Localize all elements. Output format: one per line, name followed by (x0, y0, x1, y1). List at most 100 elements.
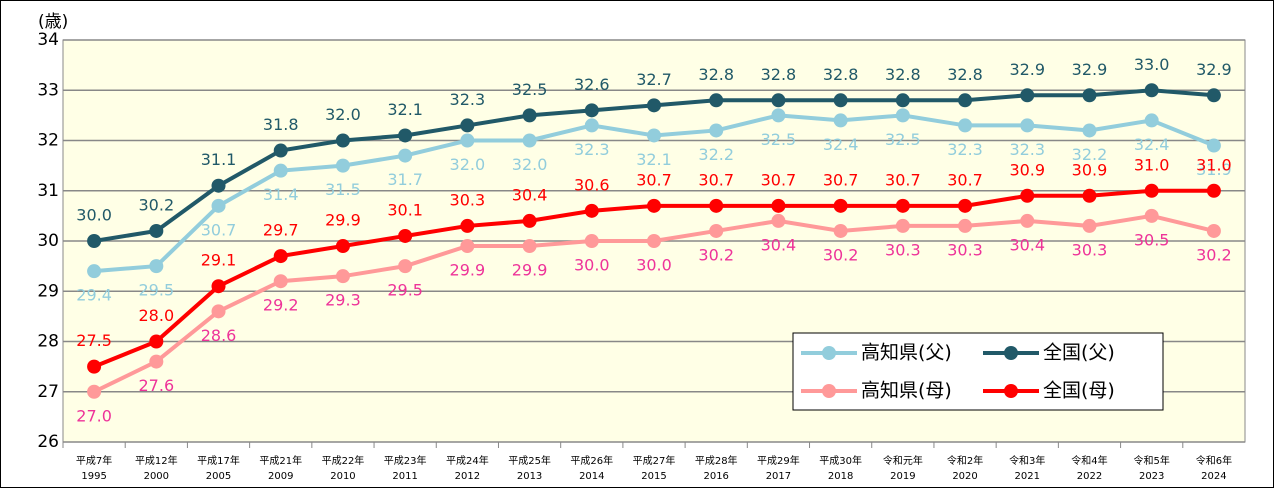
data-label: 30.0 (76, 206, 112, 225)
y-axis-label: (歳) (38, 12, 68, 32)
data-label: 31.1 (201, 150, 237, 169)
x-tick-label: 2020 (952, 471, 977, 482)
point (1144, 83, 1159, 98)
point (398, 259, 413, 274)
x-tick-label: 2024 (1201, 471, 1226, 482)
data-label: 30.2 (139, 195, 175, 214)
x-tick-label: 令和4年 (1071, 454, 1107, 467)
data-label: 30.3 (1072, 240, 1108, 259)
legend-label: 全国(母) (1043, 380, 1115, 402)
x-tick-label: 平成17年 (197, 454, 240, 467)
data-label: 30.6 (574, 175, 610, 194)
data-label: 29.7 (263, 221, 299, 240)
data-label: 32.8 (761, 65, 797, 84)
legend-marker (822, 384, 836, 398)
data-label: 32.8 (885, 65, 921, 84)
point (1020, 188, 1035, 203)
x-tick-label: 平成29年 (757, 454, 800, 467)
point (87, 359, 102, 374)
point (709, 123, 724, 138)
data-label: 30.3 (947, 240, 983, 259)
data-label: 29.3 (325, 291, 361, 310)
point (771, 213, 786, 228)
legend-label: 高知県(母) (861, 380, 952, 402)
x-tick-label: 2017 (766, 471, 791, 482)
y-tick-label: 27 (37, 382, 59, 402)
x-tick-label: 令和3年 (1009, 454, 1045, 467)
x-tick-label: 2000 (144, 471, 169, 482)
data-label: 32.7 (636, 70, 672, 89)
y-tick-label: 28 (37, 332, 59, 352)
x-tick-label: 2023 (1139, 471, 1164, 482)
data-label: 30.2 (698, 245, 734, 264)
point (398, 148, 413, 163)
point (335, 269, 350, 284)
point (522, 239, 537, 254)
point (460, 218, 475, 233)
y-tick-label: 26 (37, 432, 59, 452)
point (584, 103, 599, 118)
point (460, 133, 475, 148)
point (149, 223, 164, 238)
data-label: 32.8 (947, 65, 983, 84)
data-label: 29.9 (450, 261, 486, 280)
x-tick-label: 令和6年 (1196, 454, 1232, 467)
point (771, 108, 786, 123)
x-tick-label: 平成12年 (135, 454, 178, 467)
data-label: 30.4 (1009, 235, 1045, 254)
data-label: 30.1 (387, 200, 423, 219)
x-tick-label: 令和2年 (947, 454, 983, 467)
legend-label: 高知県(父) (861, 342, 952, 364)
data-label: 30.7 (201, 220, 237, 239)
point (335, 158, 350, 173)
data-label: 29.5 (387, 281, 423, 300)
data-label: 30.7 (698, 170, 734, 189)
x-tick-label: 2018 (828, 471, 853, 482)
point (647, 234, 661, 248)
point (149, 334, 164, 349)
data-label: 32.3 (1009, 140, 1045, 159)
x-tick-label: 平成26年 (570, 454, 613, 467)
data-label: 32.0 (325, 105, 361, 124)
data-label: 30.0 (574, 256, 610, 275)
point (833, 198, 848, 213)
x-tick-label: 2019 (890, 471, 915, 482)
point (522, 213, 537, 228)
legend-marker (822, 346, 836, 360)
x-tick-label: 平成23年 (384, 454, 427, 467)
data-label: 33.0 (1134, 55, 1170, 74)
point (1144, 208, 1159, 223)
data-label: 29.4 (76, 286, 112, 305)
point (211, 304, 226, 319)
x-tick-label: 令和元年 (883, 454, 923, 467)
point (958, 218, 973, 233)
data-label: 30.9 (1009, 160, 1045, 179)
data-label: 30.5 (1134, 230, 1170, 249)
x-tick-label: 平成27年 (633, 454, 676, 467)
y-tick-label: 34 (37, 30, 59, 50)
x-tick-label: 平成30年 (819, 454, 862, 467)
data-label: 32.6 (574, 75, 610, 94)
point (211, 279, 226, 294)
x-tick-label: 2012 (455, 471, 480, 482)
data-label: 32.8 (823, 65, 859, 84)
point (149, 259, 164, 274)
data-label: 32.4 (823, 135, 859, 154)
point (958, 198, 973, 213)
point (1144, 113, 1159, 128)
data-label: 30.4 (512, 185, 548, 204)
point (273, 163, 288, 178)
data-label: 32.2 (1072, 145, 1108, 164)
x-tick-label: 平成28年 (695, 454, 738, 467)
point (709, 198, 724, 213)
point (833, 93, 848, 108)
data-label: 27.5 (76, 331, 112, 350)
point (460, 118, 475, 133)
point (647, 128, 661, 143)
point (273, 274, 288, 289)
point (1206, 138, 1221, 153)
point (398, 128, 413, 143)
point (87, 264, 102, 279)
data-label: 28.6 (201, 326, 237, 345)
